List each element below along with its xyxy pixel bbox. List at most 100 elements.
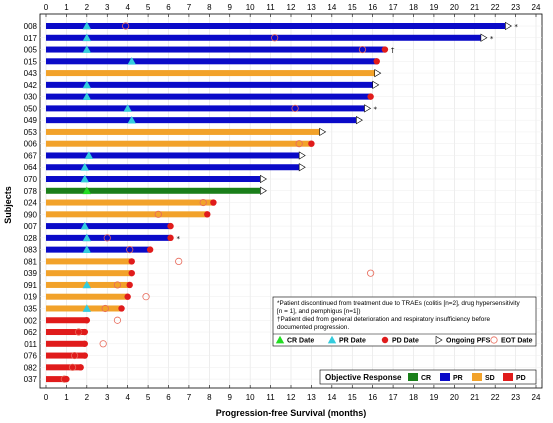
eot-marker <box>101 304 109 313</box>
legend-pd-symbol <box>381 336 389 344</box>
subject-row <box>46 293 150 301</box>
subject-label: 076 <box>24 352 38 361</box>
response-bar <box>46 140 312 147</box>
subject-row <box>46 316 122 324</box>
subject-row <box>46 174 267 184</box>
x-tick-label-bottom: 24 <box>532 393 541 402</box>
response-legend-label: SD <box>485 375 495 382</box>
x-tick-label-top: 3 <box>105 3 110 12</box>
x-tick-label-top: 7 <box>187 3 192 12</box>
subject-row: * <box>46 21 518 31</box>
pd-date-marker <box>83 317 91 324</box>
ongoing-pfs-marker <box>480 33 488 42</box>
ongoing-pfs-marker <box>372 80 380 89</box>
pr-date-marker <box>82 92 92 100</box>
x-tick-label-bottom: 18 <box>409 393 418 402</box>
ongoing-pfs-marker <box>505 21 512 31</box>
response-bar <box>46 199 214 206</box>
footnote-symbol: * <box>490 35 494 43</box>
x-tick-label-bottom: 21 <box>470 393 479 402</box>
eot-marker <box>367 269 375 277</box>
subject-label: 083 <box>24 246 38 255</box>
x-tick-label-bottom: 3 <box>105 393 110 402</box>
bars: * * † * * <box>46 21 518 383</box>
cr-date-marker <box>82 186 92 195</box>
pr-date-marker <box>82 45 92 53</box>
legend-marker-label: PR Date <box>339 338 366 345</box>
ongoing-pfs-marker <box>356 116 363 125</box>
x-tick-label-bottom: 14 <box>327 393 336 402</box>
x-tick-label-top: 23 <box>511 3 520 12</box>
x-tick-label-top: 11 <box>266 3 275 12</box>
ongoing-pfs-marker <box>298 163 306 172</box>
eot-marker <box>122 22 130 30</box>
pr-date-marker <box>127 57 136 65</box>
subject-row <box>46 68 382 78</box>
x-tick-label-top: 8 <box>207 3 212 12</box>
response-legend: Objective Response CR PR SD PD <box>319 369 537 385</box>
pd-date-marker <box>128 258 135 265</box>
pr-date-marker <box>80 221 89 230</box>
x-tick-label-top: 20 <box>450 3 459 12</box>
pd-date-marker <box>124 293 131 300</box>
response-bar <box>46 23 506 29</box>
response-bar <box>46 305 122 312</box>
eot-marker <box>113 316 122 324</box>
legend-marker-label: EOT Date <box>501 338 533 345</box>
subject-label: 053 <box>24 128 38 137</box>
pr-date-marker <box>80 163 89 171</box>
pd-date-marker <box>126 281 133 289</box>
subject-label: 090 <box>24 210 38 219</box>
response-bar <box>46 176 261 183</box>
subject-label: 006 <box>24 140 38 149</box>
x-tick-label-bottom: 10 <box>246 393 255 402</box>
eot-marker <box>142 293 150 301</box>
x-tick-label-bottom: 22 <box>491 393 500 402</box>
x-tick-label-bottom: 0 <box>44 393 49 402</box>
subject-label: 002 <box>24 316 38 325</box>
response-legend-swatch <box>408 373 418 381</box>
subject-row <box>46 328 88 336</box>
subject-label: 017 <box>24 34 38 43</box>
x-tick-label-top: 24 <box>532 3 541 12</box>
response-bar <box>46 58 377 65</box>
subject-row <box>46 163 306 172</box>
response-bar <box>46 81 373 88</box>
response-bar <box>46 211 208 218</box>
pd-date-marker <box>167 222 174 230</box>
subject-label: 035 <box>24 304 38 313</box>
pr-date-marker <box>82 80 92 89</box>
subject-label: 042 <box>24 81 38 90</box>
response-bar <box>46 293 128 300</box>
subject-row: * <box>46 104 378 113</box>
x-tick-label-bottom: 16 <box>368 393 377 402</box>
legend-marker-label: Ongoing PFS <box>446 338 491 345</box>
pr-date-marker <box>82 233 92 242</box>
subject-row <box>46 340 107 348</box>
subject-label: 067 <box>24 151 38 160</box>
subject-label: 030 <box>24 93 38 102</box>
x-tick-label-bottom: 2 <box>85 393 90 402</box>
response-legend-swatch <box>503 373 513 381</box>
subject-label: 007 <box>24 222 38 231</box>
subject-label: 064 <box>24 163 38 172</box>
subject-label: 028 <box>24 234 38 243</box>
eot-marker <box>175 257 183 265</box>
response-bar <box>46 376 67 383</box>
pd-date-marker <box>204 211 211 218</box>
eot-marker <box>103 234 111 242</box>
x-tick-label-top: 17 <box>389 3 398 12</box>
response-bar <box>46 128 320 135</box>
x-tick-label-bottom: 6 <box>166 393 171 402</box>
x-axis-bottom: 0 1 2 3 4 5 6 7 8 9 10 11 12 13 14 15 16 17 18 19 20 21 22 23 24 <box>44 385 541 402</box>
eot-marker <box>126 246 134 254</box>
pd-date-marker <box>167 234 174 242</box>
subject-label: 024 <box>24 199 38 208</box>
subject-row <box>46 245 154 254</box>
response-bar <box>46 270 132 277</box>
x-tick-label-bottom: 1 <box>64 393 69 402</box>
subject-row <box>46 198 217 207</box>
x-tick-label-bottom: 5 <box>146 393 151 402</box>
subject-row <box>46 269 375 277</box>
